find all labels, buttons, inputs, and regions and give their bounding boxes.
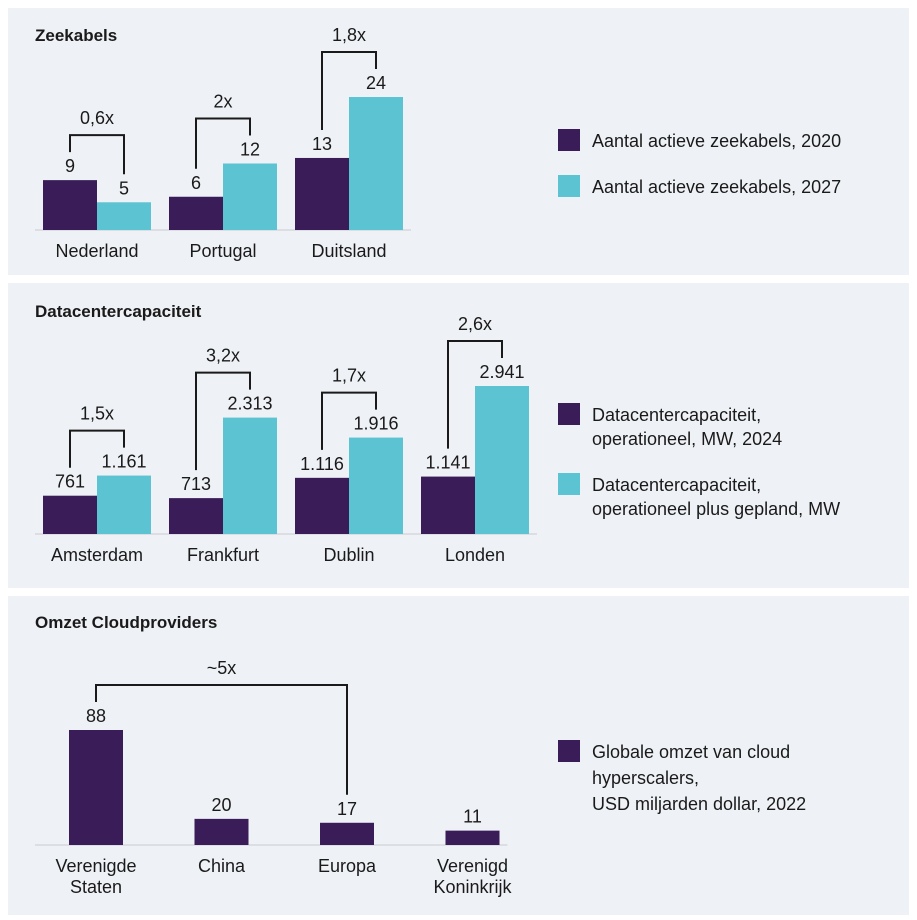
data-label: 713 xyxy=(181,474,211,494)
bar xyxy=(194,818,249,845)
bar xyxy=(69,730,123,845)
bar xyxy=(43,495,97,534)
data-label: 20 xyxy=(211,795,231,815)
annotation: 2,6x xyxy=(458,314,492,334)
annotation: 1,7x xyxy=(332,366,366,386)
bar xyxy=(475,386,529,534)
data-label: 761 xyxy=(55,472,85,492)
x-tick-label: Verenigd Koninkrijk xyxy=(433,856,512,897)
bracket xyxy=(195,117,251,169)
legend-label: Datacentercapaciteit, operationeel plus g… xyxy=(592,475,840,519)
data-label: 11 xyxy=(463,807,482,827)
legend-label: Datacentercapaciteit, operationeel, MW, 2… xyxy=(592,405,782,449)
data-label: 2.313 xyxy=(227,394,272,414)
bracket xyxy=(321,51,377,130)
data-label: 12 xyxy=(240,140,260,160)
x-tick-label: Verenigde Staten xyxy=(55,856,136,897)
bracket xyxy=(195,371,251,471)
annotation: 1,5x xyxy=(80,404,114,424)
data-label: 24 xyxy=(366,73,386,93)
bar xyxy=(43,180,97,230)
data-label: 13 xyxy=(312,134,332,154)
x-tick-label: Portugal xyxy=(189,241,256,261)
bar xyxy=(295,477,349,534)
annotation: 2x xyxy=(213,92,232,112)
x-tick-label: Dublin xyxy=(323,545,374,565)
x-tick-label: Nederland xyxy=(55,241,138,261)
x-tick-label: Londen xyxy=(445,545,505,565)
bracket xyxy=(69,429,125,468)
annotation: 1,8x xyxy=(332,25,366,45)
bar xyxy=(223,163,277,230)
bar xyxy=(320,822,374,845)
data-label: 1.161 xyxy=(101,452,146,472)
bar xyxy=(421,476,475,534)
annotation: ~5x xyxy=(207,658,237,678)
bracket xyxy=(321,391,377,450)
annotation: 3,2x xyxy=(206,346,240,366)
chart-title: Omzet Cloudproviders xyxy=(35,613,217,632)
legend-swatch xyxy=(558,129,580,151)
bracket xyxy=(69,134,125,175)
bar xyxy=(295,157,349,230)
legend-swatch xyxy=(558,175,580,197)
x-tick-label: Duitsland xyxy=(311,241,386,261)
legend-swatch xyxy=(558,740,580,762)
data-label: 2.941 xyxy=(479,362,524,382)
data-label: 88 xyxy=(86,706,106,726)
legend-swatch xyxy=(558,403,580,425)
bracket xyxy=(95,684,348,795)
legend-label: Aantal actieve zeekabels, 2027 xyxy=(592,177,841,197)
bracket xyxy=(447,340,503,449)
chart-title: Zeekabels xyxy=(35,26,117,45)
data-label: 5 xyxy=(119,178,129,198)
bar xyxy=(349,97,403,230)
bar xyxy=(169,196,223,230)
x-tick-label: Amsterdam xyxy=(51,545,143,565)
legend-label: Aantal actieve zeekabels, 2020 xyxy=(592,131,841,151)
data-label: 6 xyxy=(191,173,201,193)
data-label: 1.141 xyxy=(425,453,470,473)
bar xyxy=(169,498,223,534)
bar xyxy=(445,830,500,845)
data-label: 17 xyxy=(337,799,357,819)
bar xyxy=(223,417,277,534)
data-label: 1.916 xyxy=(353,414,398,434)
x-tick-label: Europa xyxy=(318,856,377,876)
x-tick-label: Frankfurt xyxy=(187,545,259,565)
data-label: 9 xyxy=(65,156,75,176)
data-label: 1.116 xyxy=(300,454,344,474)
bar xyxy=(97,202,151,230)
annotation: 0,6x xyxy=(80,108,114,128)
legend-label: Globale omzet van cloud hyperscalers, USD … xyxy=(592,742,806,814)
bar xyxy=(97,475,151,534)
x-tick-label: China xyxy=(198,856,246,876)
legend-swatch xyxy=(558,473,580,495)
panel xyxy=(8,283,909,588)
bar xyxy=(349,437,403,534)
panel xyxy=(8,596,909,915)
chart-title: Datacentercapaciteit xyxy=(35,302,202,321)
